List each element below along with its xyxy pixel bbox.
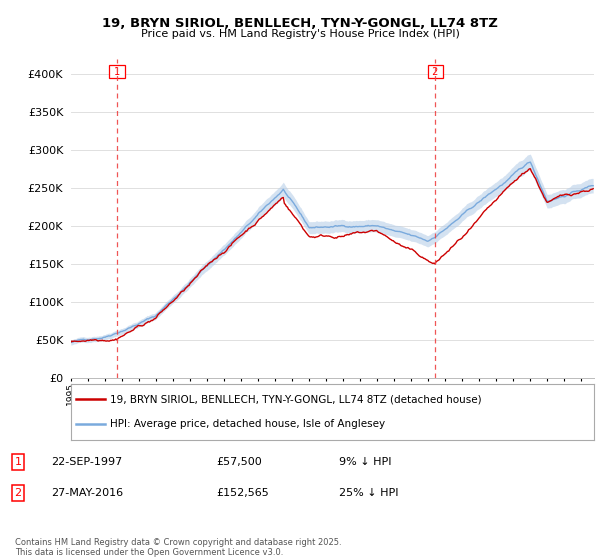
Text: 19, BRYN SIRIOL, BENLLECH, TYN-Y-GONGL, LL74 8TZ (detached house): 19, BRYN SIRIOL, BENLLECH, TYN-Y-GONGL, … bbox=[110, 394, 482, 404]
Text: 9% ↓ HPI: 9% ↓ HPI bbox=[339, 457, 391, 467]
Text: 2: 2 bbox=[14, 488, 22, 498]
Text: 2: 2 bbox=[429, 67, 442, 77]
Text: £57,500: £57,500 bbox=[216, 457, 262, 467]
Text: Price paid vs. HM Land Registry's House Price Index (HPI): Price paid vs. HM Land Registry's House … bbox=[140, 29, 460, 39]
Text: 1: 1 bbox=[111, 67, 123, 77]
Text: 1: 1 bbox=[14, 457, 22, 467]
Text: 22-SEP-1997: 22-SEP-1997 bbox=[51, 457, 122, 467]
Text: Contains HM Land Registry data © Crown copyright and database right 2025.
This d: Contains HM Land Registry data © Crown c… bbox=[15, 538, 341, 557]
Text: HPI: Average price, detached house, Isle of Anglesey: HPI: Average price, detached house, Isle… bbox=[110, 419, 385, 429]
Text: 25% ↓ HPI: 25% ↓ HPI bbox=[339, 488, 398, 498]
Text: 27-MAY-2016: 27-MAY-2016 bbox=[51, 488, 123, 498]
Text: 19, BRYN SIRIOL, BENLLECH, TYN-Y-GONGL, LL74 8TZ: 19, BRYN SIRIOL, BENLLECH, TYN-Y-GONGL, … bbox=[102, 17, 498, 30]
Text: £152,565: £152,565 bbox=[216, 488, 269, 498]
